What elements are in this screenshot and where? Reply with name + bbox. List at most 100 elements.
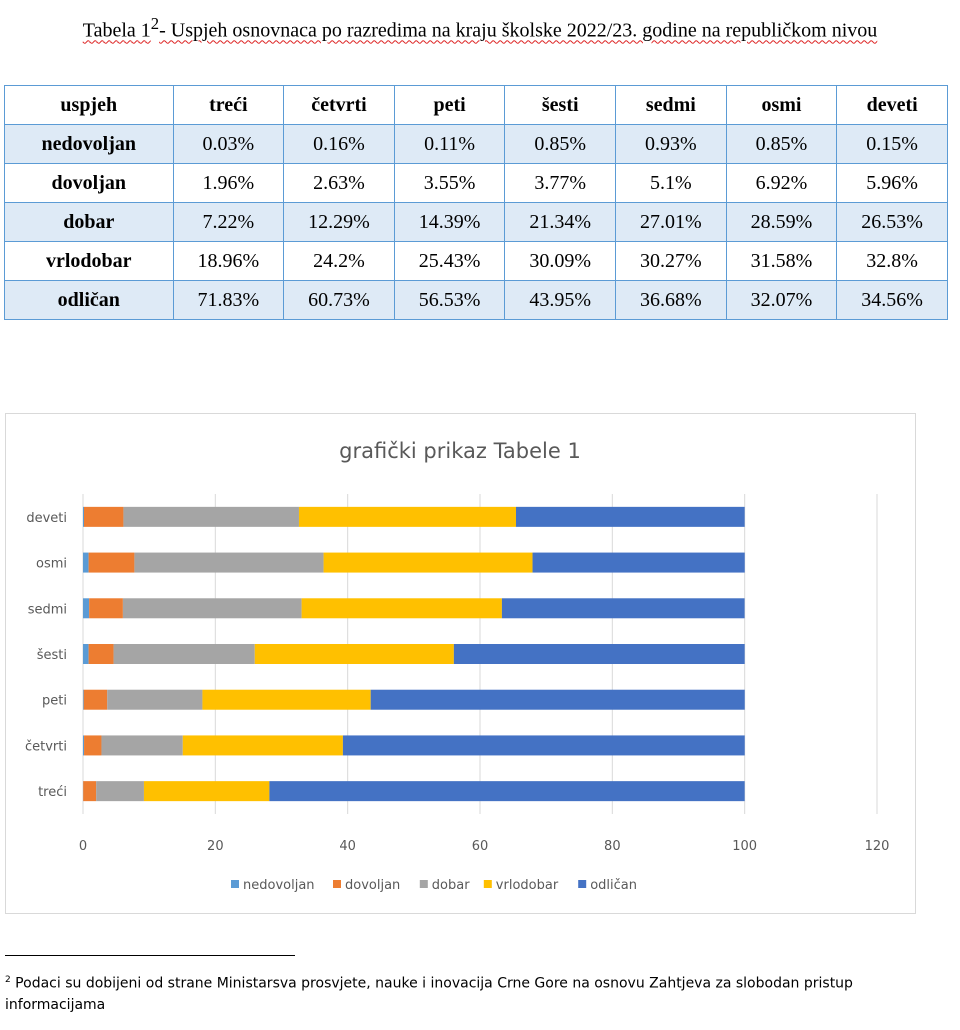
table-cell: 0.15% — [836, 124, 948, 164]
table-cell: 0.85% — [725, 124, 838, 164]
bar-segment-odličan — [453, 644, 745, 664]
legend-swatch — [419, 880, 428, 888]
legend-swatch — [578, 880, 587, 888]
bar-segment-vrlodobar — [143, 781, 270, 802]
x-tick-label: 0 — [79, 839, 87, 854]
bar-segment-nedovoljan — [83, 689, 84, 710]
bar-segment-dovoljan — [88, 644, 114, 664]
bar-segment-dobar — [107, 689, 203, 710]
column-header: peti — [393, 85, 506, 125]
caption-prefix: Tabela 1 — [82, 19, 151, 42]
table-cell: 32.07% — [725, 280, 838, 320]
bar-segment-nedovoljan — [83, 506, 84, 527]
column-header: osmi — [725, 85, 838, 125]
footnote-ref[interactable]: 2 — [150, 14, 160, 33]
bar-segment-dobar — [96, 781, 144, 802]
y-category-label: treći — [38, 785, 67, 800]
footnote: 2 Podaci su dobijeni od strane Ministars… — [5, 970, 905, 1016]
bar-segment-dobar — [134, 552, 324, 573]
row-header: nedovoljan — [4, 124, 174, 164]
footnote-mark: 2 — [5, 975, 11, 985]
bar-segment-vrlodobar — [323, 552, 533, 573]
table-cell: 28.59% — [725, 202, 838, 242]
legend-swatch — [333, 880, 341, 888]
y-category-label: sedmi — [28, 602, 67, 617]
table-cell: 2.63% — [283, 163, 395, 203]
table-cell: 60.73% — [283, 280, 395, 320]
bar-segment-dobar — [122, 598, 302, 619]
stacked-bar-chart: grafički prikaz Tabele 1 0 20 40 60 80 100 120 t… — [5, 413, 916, 914]
y-category-label: šesti — [37, 648, 67, 663]
table-cell: 36.68% — [615, 280, 727, 320]
table-row: nedovoljan 0.03% 0.16% 0.11% 0.85% 0.93% 0.85%… — [4, 124, 948, 164]
bar-segment-odličan — [342, 735, 745, 756]
table-cell: 56.53% — [393, 280, 506, 320]
legend-swatch — [483, 880, 492, 888]
table-cell: 18.96% — [172, 241, 285, 281]
y-category-label: deveti — [26, 511, 67, 526]
bar-segment-nedovoljan — [83, 552, 89, 573]
bar-segment-odličan — [501, 598, 745, 619]
chart-title: grafički prikaz Tabele 1 — [339, 439, 581, 463]
table-cell: 30.09% — [504, 241, 617, 281]
table-row: vrlodobar 18.96% 24.2% 25.43% 30.09% 30.27% 31… — [4, 241, 948, 281]
y-category-label: peti — [42, 694, 67, 709]
bar-segment-dovoljan — [89, 598, 123, 619]
legend-label: dovoljan — [345, 878, 400, 893]
bar-segment-odličan — [269, 781, 745, 802]
table-cell: 0.85% — [504, 124, 617, 164]
bar-segment-nedovoljan — [83, 644, 89, 664]
bar-segment-nedovoljan — [83, 598, 90, 619]
column-header: uspjeh — [4, 85, 174, 125]
x-tick-label: 120 — [865, 839, 890, 854]
bar-segment-dovoljan — [83, 781, 97, 802]
table-row: dobar 7.22% 12.29% 14.39% 21.34% 27.01% 28.59%… — [4, 202, 948, 242]
bar-segment-dobar — [113, 644, 255, 664]
table-cell: 0.03% — [172, 124, 285, 164]
bar-segment-odličan — [515, 506, 745, 527]
legend-label: vrlodobar — [496, 878, 559, 893]
table-row: dovoljan 1.96% 2.63% 3.55% 3.77% 5.1% 6.92% 5.9… — [4, 163, 948, 203]
bar-segment-dovoljan — [88, 552, 135, 573]
legend-label: dobar — [432, 878, 470, 893]
legend-label: odličan — [590, 878, 637, 893]
table-cell: 0.11% — [393, 124, 506, 164]
footnote-separator — [5, 955, 295, 956]
table-cell: 14.39% — [393, 202, 506, 242]
x-tick-label: 100 — [732, 839, 757, 854]
column-header: četvrti — [283, 85, 395, 125]
row-header: vrlodobar — [4, 241, 174, 281]
table-cell: 6.92% — [725, 163, 838, 203]
row-header: odličan — [4, 280, 174, 320]
bar-segment-vrlodobar — [254, 644, 454, 664]
table-cell: 34.56% — [836, 280, 948, 320]
bar-segment-vrlodobar — [301, 598, 502, 619]
table-cell: 5.96% — [836, 163, 948, 203]
table-cell: 31.58% — [725, 241, 838, 281]
table-cell: 3.77% — [504, 163, 617, 203]
table-cell: 30.27% — [615, 241, 727, 281]
column-header: sedmi — [615, 85, 727, 125]
table-cell: 21.34% — [504, 202, 617, 242]
table-cell: 24.2% — [283, 241, 395, 281]
bar-segment-dovoljan — [83, 689, 108, 710]
row-header: dovoljan — [4, 163, 174, 203]
table-cell: 0.16% — [283, 124, 395, 164]
table-cell: 1.96% — [172, 163, 285, 203]
column-header: šesti — [504, 85, 617, 125]
table-cell: 26.53% — [836, 202, 948, 242]
x-tick-label: 20 — [207, 839, 224, 854]
y-category-label: osmi — [36, 557, 67, 572]
table-caption: Tabela 12- Uspjeh osnovnaca po razredima… — [0, 12, 960, 43]
bar-segment-dovoljan — [83, 506, 124, 527]
y-category-label: četvrti — [25, 739, 67, 754]
column-header: treći — [172, 85, 285, 125]
row-header: dobar — [4, 202, 174, 242]
table-cell: 12.29% — [283, 202, 395, 242]
table-cell: 0.93% — [615, 124, 727, 164]
results-table: uspjeh treći četvrti peti šesti sedmi osmi deve… — [4, 85, 948, 320]
bar-segment-vrlodobar — [202, 689, 371, 710]
caption-text: - Uspjeh osnovnaca po razredima na kraju… — [159, 19, 878, 42]
table-cell: 3.55% — [393, 163, 506, 203]
x-tick-label: 80 — [604, 839, 621, 854]
